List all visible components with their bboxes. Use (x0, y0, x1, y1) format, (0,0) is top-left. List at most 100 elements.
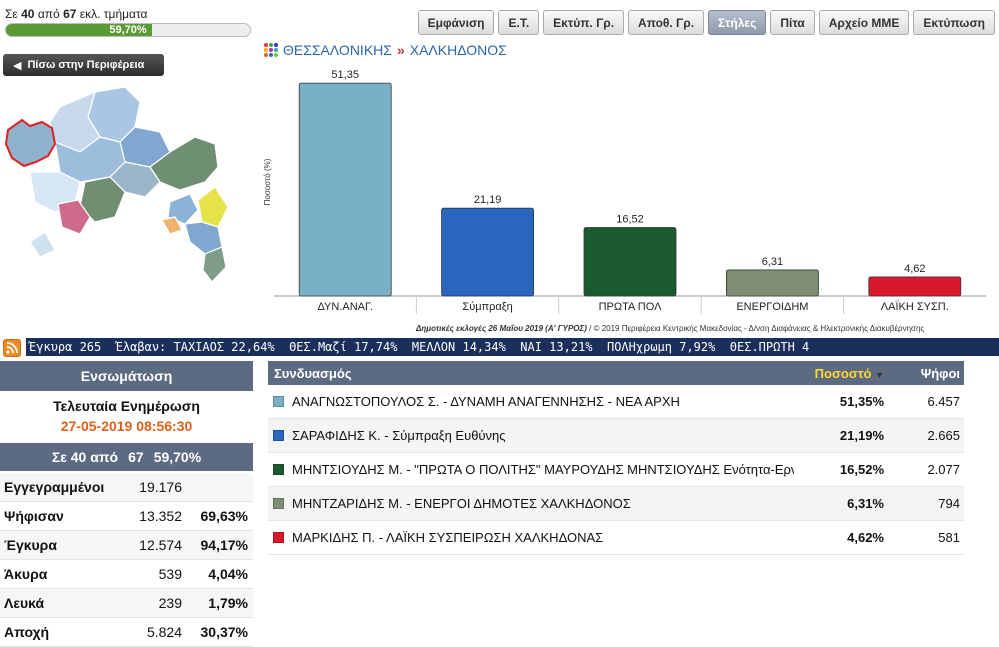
map-district[interactable] (202, 246, 227, 283)
bar-value-label: 51,35 (331, 69, 359, 81)
count-total: 67 (128, 449, 144, 465)
toolbar-button[interactable]: Εκτύπωση (913, 10, 995, 35)
bar-value-label: 4,62 (904, 263, 925, 275)
chart-footer-rest: / © 2019 Περιφέρεια Κεντρικής Μακεδονίας… (586, 324, 925, 333)
coalition-name: ΜΗΝΤΣΙΟΥΔΗΣ Μ. - "ΠΡΩΤΑ Ο ΠΟΛΙΤΗΣ" ΜΑΥΡΟ… (292, 462, 794, 477)
chart-bar (868, 276, 962, 297)
map-district[interactable] (161, 216, 183, 235)
stat-label: Ψήφισαν (4, 508, 64, 524)
stat-row: Αποχή 5.824 30,37% (0, 618, 253, 647)
color-swatch (273, 532, 284, 543)
x-tick-label: ΕΝΕΡΓΟΙΔΗΜ (736, 301, 808, 313)
progress-text: Σε 40 από 67 εκλ. τμήματα (5, 7, 147, 21)
map-district[interactable] (149, 136, 219, 191)
chart-bar (441, 207, 535, 297)
results-rows: ΑΝΑΓΝΩΣΤΟΠΟΥΛΟΣ Σ. - ΔΥΝΑΜΗ ΑΝΑΓΕΝΝΗΣΗΣ … (268, 385, 964, 555)
toolbar-button[interactable]: Ε.Τ. (498, 10, 540, 35)
toolbar-button[interactable]: Πίτα (770, 10, 815, 35)
stat-label: Έγκυρα (4, 537, 57, 553)
stat-value: 5.824 (146, 624, 182, 640)
map-district[interactable] (197, 186, 229, 228)
stat-value: 12.574 (139, 537, 182, 553)
left-arrow-icon: ◀ (13, 59, 22, 72)
toolbar-button[interactable]: Εμφάνιση (417, 10, 495, 35)
rss-icon[interactable] (3, 339, 21, 357)
coalition-percent: 4,62% (847, 530, 884, 545)
stat-row: Άκυρα 539 4,04% (0, 560, 253, 589)
y-axis-label: Ποσοστό (%) (263, 158, 272, 205)
x-tick-label: ΛΑΪΚΗ ΣΥΣΠ. (881, 301, 949, 313)
stats-table: Εγγεγραμμένοι 19.176 Ψήφισαν 13.352 69,63% Έγ… (0, 473, 253, 647)
progress-fill (6, 24, 152, 36)
bar-value-label: 21,19 (474, 194, 502, 206)
count-percent: 59,70% (153, 449, 202, 465)
count-label: Σε 40 από (51, 449, 119, 465)
chart-footer-bold: Δημοτικές εκλογές 26 Μαΐου 2019 (Α' ΓΥΡΟ… (416, 324, 587, 333)
toolbar-button[interactable]: Εκτύπ. Γρ. (543, 10, 625, 35)
results-row[interactable]: ΜΗΝΤΖΑΡΙΔΗΣ Μ. - ΕΝΕΡΓΟΙ ΔΗΜΟΤΕΣ ΧΑΛΚΗΔΟ… (268, 487, 964, 521)
stat-row: Λευκά 239 1,79% (0, 589, 253, 618)
coalition-percent: 51,35% (839, 394, 884, 409)
stat-percent: 4,04% (208, 566, 248, 582)
breadcrumb: ΘΕΣΣΑΛΟΝΙΚΗΣ » ΧΑΛΚΗΔΟΝΟΣ (264, 42, 507, 58)
header-percentage[interactable]: Ποσοστό ▼ (794, 366, 884, 381)
breadcrumb-region[interactable]: ΘΕΣΣΑΛΟΝΙΚΗΣ (283, 42, 392, 58)
breadcrumb-municipality: ΧΑΛΚΗΔΟΝΟΣ (409, 42, 507, 58)
color-swatch (273, 430, 284, 441)
chart-bar (725, 269, 819, 297)
coalition-percent: 16,52% (839, 462, 884, 477)
map-district[interactable] (109, 161, 161, 198)
header-votes[interactable]: Ψήφοι (920, 365, 960, 381)
progress-done: 40 (21, 7, 35, 21)
integration-header: Ενσωμάτωση (0, 361, 253, 391)
coalition-percent: 21,19% (839, 428, 884, 443)
chart-svg: Ποσοστό (%) 51,35 ΔΥΝ.ΑΝΑΓ. 21,19 Σύμπραξη 16… (263, 69, 986, 314)
stat-label: Αποχή (4, 624, 50, 640)
stat-label: Άκυρα (4, 566, 48, 582)
results-row[interactable]: ΜΑΡΚΙΔΗΣ Π. - ΛΑΪΚΗ ΣΥΣΠΕΙΡΩΣΗ ΧΑΛΚΗΔΟΝΑ… (268, 521, 964, 555)
results-row[interactable]: ΣΑΡΑΦΙΔΗΣ Κ. - Σύμπραξη Ευθύνης 21,19% 2.6… (268, 419, 964, 453)
results-row[interactable]: ΑΝΑΓΝΩΣΤΟΠΟΥΛΟΣ Σ. - ΔΥΝΑΜΗ ΑΝΑΓΕΝΝΗΣΗΣ … (268, 385, 964, 419)
toolbar-button[interactable]: Στήλες (708, 10, 767, 35)
stat-value: 13.352 (139, 508, 182, 524)
progress-bar: 59,70% (5, 23, 251, 37)
region-map[interactable] (0, 82, 255, 292)
last-update-time: 27-05-2019 08:56:30 (60, 418, 193, 434)
news-ticker: Έγκυρα 265 Έλαβαν: ΤΑΧΙΑΟΣ 22,64% ΘΕΣ.Μα… (26, 338, 999, 356)
results-row[interactable]: ΜΗΝΤΣΙΟΥΔΗΣ Μ. - "ΠΡΩΤΑ Ο ΠΟΛΙΤΗΣ" ΜΑΥΡΟ… (268, 453, 964, 487)
toolbar-button[interactable]: Αποθ. Γρ. (628, 10, 705, 35)
coalition-votes: 2.077 (927, 462, 960, 477)
back-to-region-button[interactable]: ◀ Πίσω στην Περιφέρεια (3, 54, 164, 76)
color-swatch (273, 396, 284, 407)
stat-percent: 69,63% (200, 508, 248, 524)
stat-percent: 1,79% (208, 595, 248, 611)
stat-percent: 30,37% (200, 624, 248, 640)
coalition-percent: 6,31% (847, 496, 884, 511)
chart-bar (298, 82, 392, 297)
sort-down-icon: ▼ (875, 369, 884, 380)
rss-glyph (6, 342, 18, 354)
progress-percent: 59,70% (109, 24, 147, 36)
toolbar-button[interactable]: Αρχείο ΜΜΕ (818, 10, 910, 35)
color-swatch (273, 464, 284, 475)
stat-label: Λευκά (4, 595, 45, 611)
map-district[interactable] (57, 199, 91, 235)
coalition-name: ΜΑΡΚΙΔΗΣ Π. - ΛΑΪΚΗ ΣΥΣΠΕΙΡΩΣΗ ΧΑΛΚΗΔΟΝΑ… (292, 530, 604, 545)
coalition-votes: 6.457 (927, 394, 960, 409)
stat-row: Εγγεγραμμένοι 19.176 (0, 473, 253, 502)
chart-footer-note: Δημοτικές εκλογές 26 Μαΐου 2019 (Α' ΓΥΡΟ… (416, 324, 924, 333)
header-coalition[interactable]: Συνδυασμός (274, 365, 352, 381)
last-update-title: Τελευταία Ενημέρωση (53, 398, 200, 414)
map-district[interactable] (29, 231, 56, 258)
coalition-votes: 2.665 (927, 428, 960, 443)
stat-value: 239 (158, 595, 182, 611)
colorful-dots-icon (264, 43, 278, 57)
bar-value-label: 16,52 (616, 214, 644, 226)
results-bar-chart: Ποσοστό (%) 51,35 ΔΥΝ.ΑΝΑΓ. 21,19 Σύμπραξη 16… (258, 60, 996, 333)
count-summary: Σε 40 από 67 59,70% (0, 443, 253, 471)
progress-suffix: εκλ. τμήματα (79, 7, 148, 21)
breadcrumb-separator: » (396, 42, 405, 58)
map-selected-municipality[interactable] (4, 118, 57, 168)
map-district[interactable] (167, 193, 199, 225)
